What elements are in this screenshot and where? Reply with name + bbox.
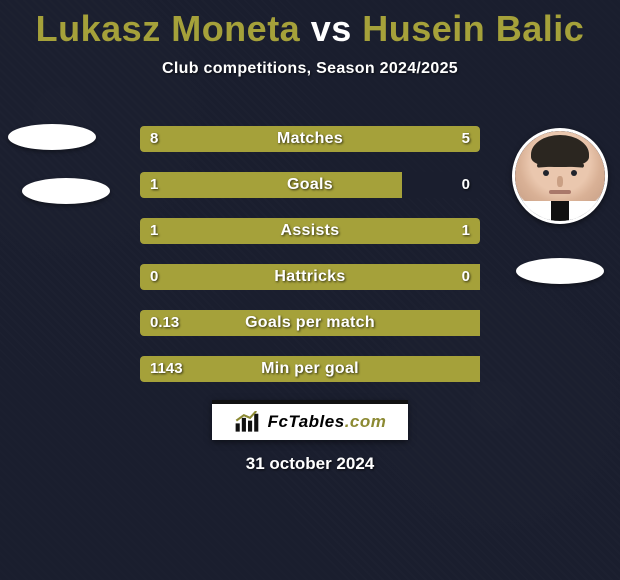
comparison-bars: 85Matches 10Goals 11Assists 00Hattricks 0.13…	[140, 126, 480, 402]
avatar-right-photo	[515, 131, 605, 221]
avatar-left-placeholder-shape	[22, 178, 110, 204]
stat-label: Assists	[140, 218, 480, 244]
avatar-left	[12, 120, 108, 216]
avatar-right	[512, 128, 608, 224]
stat-row: 11Assists	[140, 218, 480, 244]
watermark-brand-tld: .com	[345, 412, 387, 431]
infographic-date: 31 october 2024	[0, 454, 620, 474]
stat-row: 00Hattricks	[140, 264, 480, 290]
avatar-left-placeholder-shape	[8, 124, 96, 150]
title-player2: Husein Balic	[362, 8, 584, 49]
stat-label: Hattricks	[140, 264, 480, 290]
stat-label: Goals per match	[140, 310, 480, 336]
page-subtitle: Club competitions, Season 2024/2025	[0, 60, 620, 78]
stat-label: Min per goal	[140, 356, 480, 382]
title-player1: Lukasz Moneta	[36, 8, 301, 49]
stat-row: 1143Min per goal	[140, 356, 480, 382]
stat-row: 10Goals	[140, 172, 480, 198]
title-vs: vs	[300, 8, 362, 49]
page-title: Lukasz Moneta vs Husein Balic	[0, 0, 620, 50]
stat-row: 85Matches	[140, 126, 480, 152]
watermark-text: FcTables.com	[268, 412, 387, 432]
bars-icon	[234, 411, 262, 433]
avatar-right-shadow-shape	[516, 258, 604, 284]
stat-row: 0.13Goals per match	[140, 310, 480, 336]
stat-label: Goals	[140, 172, 480, 198]
stat-label: Matches	[140, 126, 480, 152]
watermark-box: FcTables.com	[212, 400, 408, 440]
watermark-brand-name: FcTables	[268, 412, 345, 431]
